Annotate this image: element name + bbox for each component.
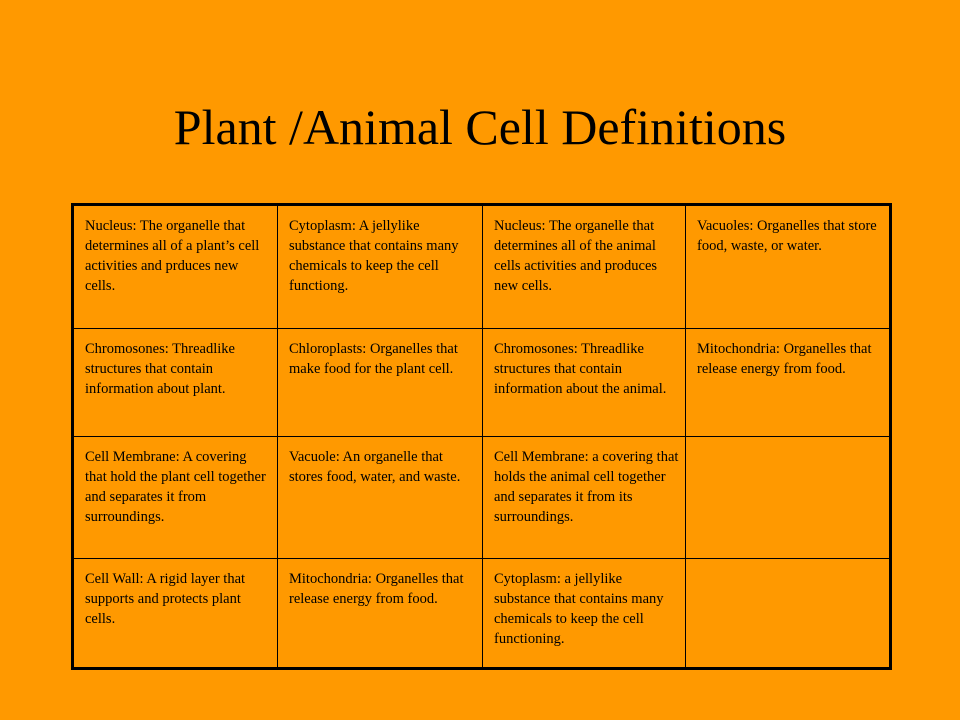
table-cell: Cytoplasm: A jellylike substance that co… (277, 204, 483, 329)
table-cell: Vacuole: An organelle that stores food, … (277, 436, 483, 559)
table-row: Chromosones: Threadlike structures that … (72, 328, 891, 437)
table-cell: Cell Membrane: A covering that hold the … (72, 436, 278, 559)
definitions-table: Nucleus: The organelle that determines a… (71, 203, 892, 670)
table-cell: Nucleus: The organelle that determines a… (72, 204, 278, 329)
table-cell: Cytoplasm: a jellylike substance that co… (482, 558, 686, 669)
table-cell: Chloroplasts: Organelles that make food … (277, 328, 483, 437)
table-cell-empty (685, 558, 891, 669)
table-cell: Cell Membrane: a covering that holds the… (482, 436, 686, 559)
table-cell-empty (685, 436, 891, 559)
table-cell: Cell Wall: A rigid layer that supports a… (72, 558, 278, 669)
table-row: Cell Wall: A rigid layer that supports a… (72, 558, 891, 669)
table-row: Cell Membrane: A covering that hold the … (72, 436, 891, 559)
table-cell: Mitochondria: Organelles that release en… (277, 558, 483, 669)
table-cell: Chromosones: Threadlike structures that … (482, 328, 686, 437)
table-cell: Vacuoles: Organelles that store food, wa… (685, 204, 891, 329)
slide-title: Plant /Animal Cell Definitions (173, 99, 787, 155)
table-cell: Chromosones: Threadlike structures that … (72, 328, 278, 437)
table-row: Nucleus: The organelle that determines a… (72, 204, 891, 329)
table-cell: Mitochondria: Organelles that release en… (685, 328, 891, 437)
table-cell: Nucleus: The organelle that determines a… (482, 204, 686, 329)
